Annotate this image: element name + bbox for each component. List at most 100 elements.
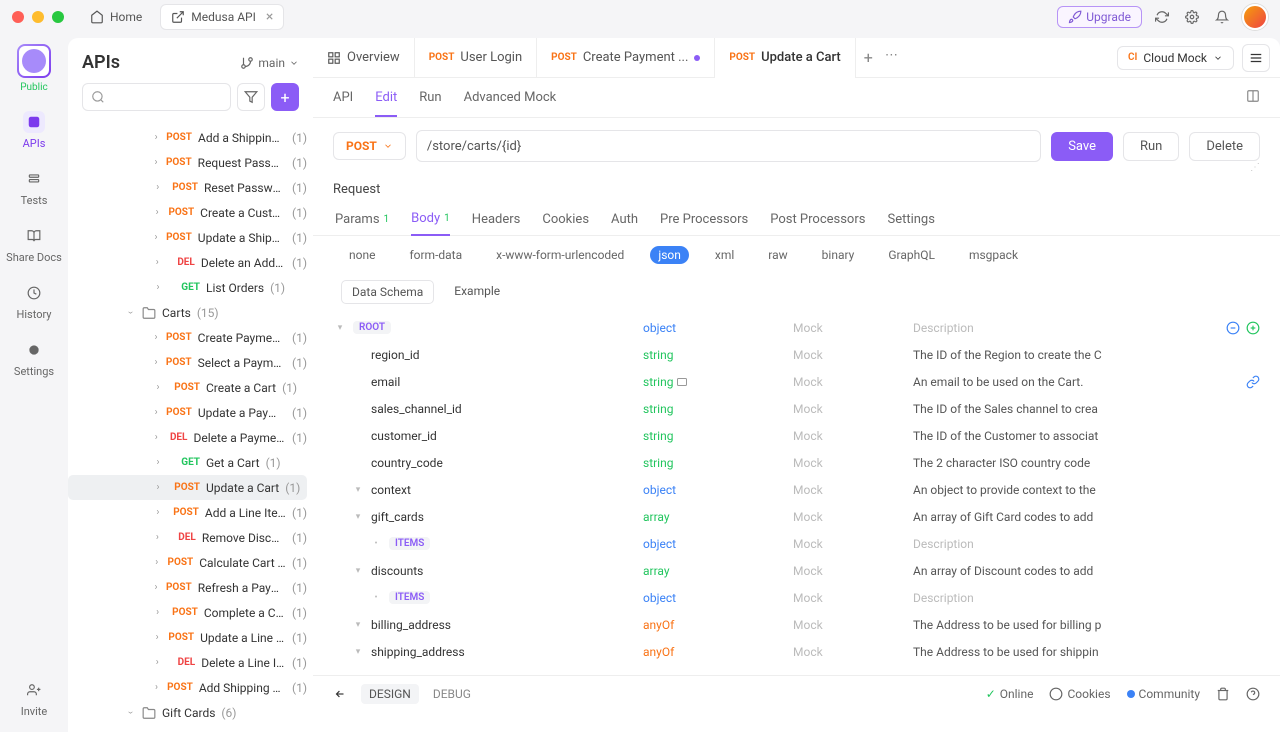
expand-icon[interactable]: › xyxy=(152,632,162,643)
expand-icon[interactable]: ▾ xyxy=(351,485,365,495)
tree-row[interactable]: › POST Add a Shipping Address (1) xyxy=(68,125,307,150)
tree-row[interactable]: › GET Get Gift Card by Code (1) xyxy=(68,725,307,732)
expand-icon[interactable]: › xyxy=(152,232,160,243)
body-type[interactable]: none xyxy=(341,246,383,264)
body-type[interactable]: binary xyxy=(814,246,863,264)
tree-row[interactable]: › POST Request Password Reset (1) xyxy=(68,150,307,175)
schema-row[interactable]: ▾context object Mock An object to provid… xyxy=(333,476,1260,503)
tree-row[interactable]: › DEL Delete an Address (1) xyxy=(68,250,307,275)
schema-row[interactable]: ▾ROOT object Mock Description xyxy=(333,314,1260,341)
refresh-button[interactable] xyxy=(1152,7,1172,27)
schema-row[interactable]: customer_id string Mock The ID of the Cu… xyxy=(333,422,1260,449)
branch-selector[interactable]: main xyxy=(240,56,299,70)
sub-tab[interactable]: Run xyxy=(419,80,441,115)
rail-share[interactable]: Share Docs xyxy=(6,225,62,264)
layout-button[interactable] xyxy=(1246,89,1260,107)
tree-folder[interactable]: ›Carts (15) xyxy=(68,300,307,325)
cookies-button[interactable]: Cookies xyxy=(1049,687,1110,701)
tree-row[interactable]: › DEL Delete a Payment Sess... (1) xyxy=(68,425,307,450)
request-tab[interactable]: Pre Processors xyxy=(660,203,748,235)
upgrade-button[interactable]: Upgrade xyxy=(1057,6,1142,28)
expand-icon[interactable]: › xyxy=(152,532,163,543)
schema-row[interactable]: ▾gift_cards array Mock An array of Gift … xyxy=(333,503,1260,530)
expand-icon[interactable]: ▾ xyxy=(351,620,365,630)
notifications-button[interactable] xyxy=(1212,7,1232,27)
tree-row[interactable]: › POST Update a Cart (1) xyxy=(68,475,307,500)
expand-icon[interactable]: › xyxy=(152,157,160,168)
close-window[interactable] xyxy=(12,11,24,23)
format-icon[interactable] xyxy=(676,376,688,388)
request-tab[interactable]: Auth xyxy=(611,203,638,235)
maximize-window[interactable] xyxy=(52,11,64,23)
tree-row[interactable]: › POST Reset Password (1) xyxy=(68,175,307,200)
settings-button[interactable] xyxy=(1182,7,1202,27)
expand-icon[interactable]: › xyxy=(152,482,164,493)
rail-tests[interactable]: Tests xyxy=(21,168,48,207)
expand-icon[interactable]: › xyxy=(152,207,162,218)
plus-icon[interactable] xyxy=(1246,321,1260,335)
schema-row[interactable]: ▾shipping_address anyOf Mock The Address… xyxy=(333,638,1260,665)
help-icon[interactable] xyxy=(1246,687,1260,701)
tree-row[interactable]: › POST Update a Line Item (1) xyxy=(68,625,307,650)
schema-row[interactable]: country_code string Mock The 2 character… xyxy=(333,449,1260,476)
expand-icon[interactable]: › xyxy=(152,657,163,668)
sub-tab[interactable]: Edit xyxy=(375,80,397,117)
avatar[interactable] xyxy=(1242,4,1268,30)
url-input[interactable]: /store/carts/{id} xyxy=(416,130,1041,162)
tree-row[interactable]: › POST Add a Line Item (1) xyxy=(68,500,307,525)
search-input[interactable] xyxy=(82,83,231,111)
run-button[interactable]: Run xyxy=(1123,132,1179,161)
body-type[interactable]: GraphQL xyxy=(880,246,943,264)
expand-icon[interactable]: › xyxy=(152,182,163,193)
add-button[interactable]: + xyxy=(271,83,299,111)
sub-tab[interactable]: API xyxy=(333,80,353,115)
tree-row[interactable]: › POST Calculate Cart Taxes (1) xyxy=(68,550,307,575)
tab[interactable]: POSTUpdate a Cart xyxy=(715,38,855,77)
add-tab-button[interactable]: + xyxy=(864,48,873,67)
tree-row[interactable]: › POST Add Shipping Method (1) xyxy=(68,675,307,700)
expand-icon[interactable]: › xyxy=(152,682,161,693)
expand-icon[interactable]: › xyxy=(125,707,136,719)
tab[interactable]: POSTCreate Payment ... xyxy=(537,38,715,77)
close-icon[interactable]: × xyxy=(266,9,273,25)
trash-icon[interactable] xyxy=(1216,687,1230,701)
expand-icon[interactable]: ▾ xyxy=(351,512,365,522)
body-type[interactable]: raw xyxy=(760,246,795,264)
debug-button[interactable]: DEBUG xyxy=(433,687,471,701)
tab-menu-button[interactable]: ⋯ xyxy=(885,48,898,67)
request-tab[interactable]: Headers xyxy=(472,203,521,235)
expand-icon[interactable]: › xyxy=(152,257,163,268)
expand-icon[interactable]: › xyxy=(152,557,162,568)
schema-row[interactable]: •ITEMS object Mock Description xyxy=(333,530,1260,557)
expand-icon[interactable]: › xyxy=(152,332,160,343)
tab[interactable]: Overview xyxy=(313,38,415,77)
request-tab[interactable]: Body1 xyxy=(411,203,450,236)
rail-apis[interactable]: APIs xyxy=(23,111,46,150)
body-type[interactable]: xml xyxy=(707,246,742,264)
schema-row[interactable]: ▾billing_address anyOf Mock The Address … xyxy=(333,611,1260,638)
request-tab[interactable]: Post Processors xyxy=(770,203,865,235)
tree-row[interactable]: › POST Select a Payment Sessi... (1) xyxy=(68,350,307,375)
workspace-logo[interactable] xyxy=(17,44,51,78)
schema-row[interactable]: email string Mock An email to be used on… xyxy=(333,368,1260,395)
request-tab[interactable]: Cookies xyxy=(542,203,589,235)
expand-icon[interactable]: ▾ xyxy=(351,647,365,657)
tree-row[interactable]: › POST Update a Shipping Add... (1) xyxy=(68,225,307,250)
env-select[interactable]: CICloud Mock xyxy=(1117,46,1234,70)
body-type[interactable]: x-www-form-urlencoded xyxy=(488,246,632,264)
expand-icon[interactable]: › xyxy=(152,432,160,443)
sub-tab[interactable]: Advanced Mock xyxy=(464,80,557,115)
tree-row[interactable]: › POST Update a Payment Ses... (1) xyxy=(68,400,307,425)
schema-row[interactable]: •ITEMS object Mock Description xyxy=(333,584,1260,611)
rail-settings[interactable]: Settings xyxy=(14,339,54,378)
expand-icon[interactable]: › xyxy=(152,407,160,418)
save-button[interactable]: Save xyxy=(1051,132,1113,161)
expand-icon[interactable]: ▾ xyxy=(333,323,347,333)
expand-icon[interactable]: › xyxy=(152,357,160,368)
schema-row[interactable]: ▾discounts array Mock An array of Discou… xyxy=(333,557,1260,584)
request-tab[interactable]: Settings xyxy=(887,203,934,235)
schema-row[interactable]: region_id string Mock The ID of the Regi… xyxy=(333,341,1260,368)
expand-icon[interactable]: ▾ xyxy=(351,566,365,576)
minimize-window[interactable] xyxy=(32,11,44,23)
online-status[interactable]: ✓Online xyxy=(986,687,1034,701)
